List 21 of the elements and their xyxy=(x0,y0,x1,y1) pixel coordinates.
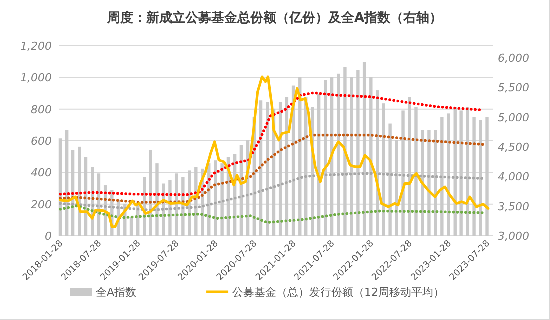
line-series xyxy=(59,76,490,228)
y2-tick-label: 6,000 xyxy=(498,52,530,65)
y-tick-label: 200 xyxy=(31,198,52,212)
line-series xyxy=(59,172,485,212)
y-tick-label: 800 xyxy=(31,103,52,116)
y2-tick-label: 4,000 xyxy=(498,170,530,184)
line-series xyxy=(59,134,485,204)
y-tick-label: 1,200 xyxy=(20,40,52,53)
legend-label: 公募基金（总）发行份额（12周移动平均） xyxy=(232,286,445,299)
y2-tick-label: 3,000 xyxy=(498,230,530,243)
y2-tick-label: 3,500 xyxy=(498,200,530,214)
line-series xyxy=(59,204,485,224)
y-tick-label: 1,000 xyxy=(20,72,52,85)
chart-title: 周度：新成立公募基金总份额（亿份）及全A指数（右轴） xyxy=(106,10,443,26)
y2-tick-label: 4,500 xyxy=(498,140,530,154)
y2-tick-label: 5,000 xyxy=(498,111,530,124)
y-tick-label: 600 xyxy=(31,135,52,148)
y2-tick-label: 5,500 xyxy=(498,82,530,95)
legend-label: 全A指数 xyxy=(96,286,137,299)
y-tick-label: 400 xyxy=(31,166,52,180)
y-tick-label: 0 xyxy=(45,230,52,243)
